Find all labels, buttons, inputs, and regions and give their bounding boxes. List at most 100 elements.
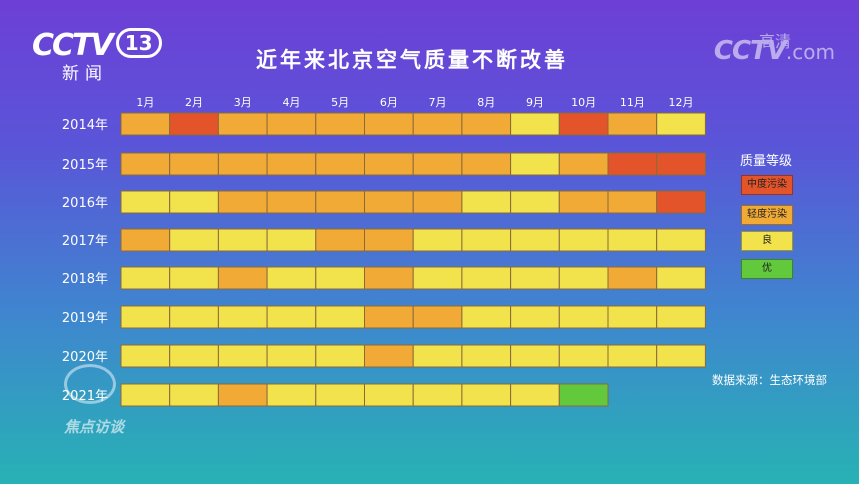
heatmap-cell (364, 266, 414, 290)
heatmap-cell (607, 190, 658, 214)
logo-channel: 13 (115, 28, 162, 58)
x-tick-label: 4月 (282, 96, 300, 109)
legend-title: 质量等级 (740, 154, 793, 169)
heatmap-cell (169, 228, 219, 252)
heatmap-cell (558, 344, 609, 368)
heatmap-cell (412, 152, 463, 176)
heatmap-cell (266, 305, 317, 329)
heatmap-cell (315, 383, 365, 407)
heatmap-cell (217, 228, 268, 252)
heatmap-cell (364, 190, 414, 214)
heatmap-cell (510, 266, 560, 290)
heatmap-cell (558, 152, 609, 176)
x-tick-label: 3月 (234, 96, 252, 109)
heatmap-cell (120, 228, 171, 252)
x-tick-label: 9月 (526, 96, 544, 109)
heatmap-cell (656, 112, 706, 136)
y-tick-label: 2019年 (62, 311, 108, 326)
heatmap-cell (364, 112, 414, 136)
x-tick-label: 12月 (669, 96, 694, 109)
y-tick-label: 2020年 (62, 350, 108, 365)
logo-main: CCTV (32, 28, 114, 63)
heatmap-cell (120, 190, 171, 214)
heatmap-cell (461, 305, 512, 329)
heatmap-cell (266, 266, 317, 290)
heatmap-cell (315, 344, 365, 368)
heatmap-cell (169, 266, 219, 290)
heatmap-cell (461, 112, 512, 136)
y-tick-label: 2018年 (62, 272, 108, 287)
heatmap-cell (510, 152, 560, 176)
heatmap-cell (217, 344, 268, 368)
heatmap-cell (315, 190, 365, 214)
heatmap-cell (461, 190, 512, 214)
logo-hd: 高清 (758, 32, 791, 51)
heatmap-cell (607, 152, 658, 176)
heatmap-cell (169, 383, 219, 407)
heatmap-cell (558, 190, 609, 214)
logo-right-main: CCTV (713, 36, 787, 66)
heatmap-cell (217, 383, 268, 407)
heatmap-cell (656, 266, 706, 290)
y-tick-label: 2016年 (62, 196, 108, 211)
legend-item: 优 (741, 259, 793, 279)
heatmap-cell (412, 344, 463, 368)
heatmap-cell (120, 383, 171, 407)
x-tick-label: 10月 (571, 96, 596, 109)
heatmap-cell (120, 152, 171, 176)
y-tick-label: 2015年 (62, 158, 108, 173)
heatmap-cell (120, 112, 171, 136)
heatmap-cell (217, 266, 268, 290)
heatmap-cell (510, 112, 560, 136)
heatmap-cell (412, 305, 463, 329)
heatmap-cell (558, 305, 609, 329)
heatmap-cell (510, 190, 560, 214)
heatmap-cell (364, 383, 414, 407)
chart-title: 近年来北京空气质量不断改善 (256, 48, 568, 72)
heatmap-cell (315, 112, 365, 136)
logo-sub: 新闻 (62, 64, 108, 84)
heatmap-cell (607, 266, 658, 290)
heatmap-cell (656, 152, 706, 176)
heatmap-cell (315, 152, 365, 176)
heatmap-cell (656, 344, 706, 368)
logo-right-com: .com (785, 40, 835, 64)
heatmap-cell (510, 305, 560, 329)
heatmap-cell (656, 190, 706, 214)
heatmap-cell (266, 383, 317, 407)
heatmap-cell (656, 305, 706, 329)
heatmap-cell (364, 344, 414, 368)
heatmap-cell (120, 305, 171, 329)
jiaodian-fangtan-watermark: 焦点访谈 (64, 364, 124, 436)
y-tick-label: 2014年 (62, 118, 108, 133)
x-tick-label: 2月 (185, 96, 203, 109)
heatmap-cell (169, 152, 219, 176)
heatmap-cell (412, 228, 463, 252)
heatmap-cell (510, 383, 560, 407)
heatmap-cell (120, 266, 171, 290)
heatmap-cell (217, 152, 268, 176)
heatmap-cell (217, 190, 268, 214)
heatmap-cell (461, 344, 512, 368)
x-tick-label: 11月 (620, 96, 645, 109)
heatmap-cell (607, 344, 658, 368)
heatmap-cell (217, 112, 268, 136)
legend-item: 轻度污染 (741, 205, 793, 225)
heatmap-cell (266, 344, 317, 368)
heatmap-cell (217, 305, 268, 329)
heatmap-cell (412, 112, 463, 136)
heatmap-cell (120, 344, 171, 368)
heatmap-cell (266, 190, 317, 214)
heatmap-cell (412, 266, 463, 290)
heatmap-cell (412, 383, 463, 407)
x-tick-label: 5月 (331, 96, 349, 109)
heatmap-cell (364, 305, 414, 329)
heatmap-cell (412, 190, 463, 214)
heatmap-cell (169, 344, 219, 368)
data-source: 数据来源：生态环境部 (712, 373, 827, 387)
heatmap-cell (364, 228, 414, 252)
heatmap-cell (607, 305, 658, 329)
y-tick-label: 2017年 (62, 234, 108, 249)
legend-item: 中度污染 (741, 175, 793, 195)
cctv13-logo: CCTV 13 新闻 (32, 28, 162, 84)
